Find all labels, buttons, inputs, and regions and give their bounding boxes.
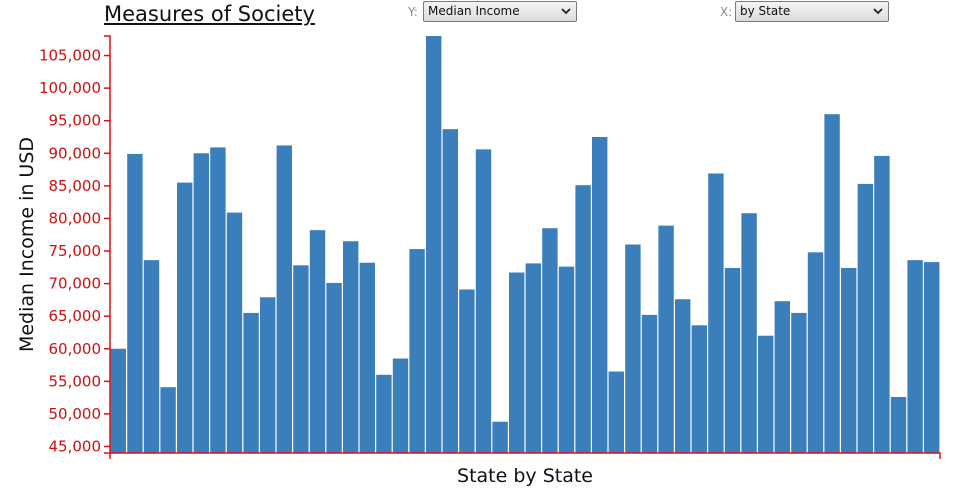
chevron-down-icon xyxy=(873,8,883,15)
y-tick-label: 100,000 xyxy=(39,79,101,97)
bar xyxy=(841,267,857,453)
chevron-down-icon xyxy=(561,8,571,15)
bar xyxy=(691,325,707,453)
bar xyxy=(824,114,840,453)
bar xyxy=(475,149,492,453)
bar xyxy=(791,312,807,453)
bar xyxy=(857,183,873,453)
page-title: Measures of Society xyxy=(104,2,315,26)
bar xyxy=(442,129,458,454)
x-grouping-value: by State xyxy=(740,4,791,18)
bar xyxy=(658,225,674,453)
bar xyxy=(608,371,624,453)
y-tick-label: 55,000 xyxy=(49,372,102,390)
bar xyxy=(558,266,575,453)
bar xyxy=(575,185,591,453)
bar xyxy=(924,262,940,453)
bar xyxy=(343,241,359,453)
bar xyxy=(890,396,907,453)
y-tick-label: 60,000 xyxy=(49,340,102,358)
y-tick-label: 50,000 xyxy=(49,405,102,423)
bar xyxy=(326,282,342,453)
bar xyxy=(210,147,226,454)
bar xyxy=(724,267,741,453)
y-tick-label: 45,000 xyxy=(49,437,102,455)
bar xyxy=(110,348,126,453)
bar xyxy=(625,244,641,453)
bar xyxy=(276,145,292,453)
bar xyxy=(127,153,143,453)
y-tick-label: 85,000 xyxy=(49,177,102,195)
x-axis-title: State by State xyxy=(457,465,593,487)
bar xyxy=(243,312,259,453)
x-selector-label: X: xyxy=(720,5,733,19)
y-tick-label: 95,000 xyxy=(49,112,102,130)
bar xyxy=(907,260,923,453)
bar xyxy=(492,421,508,453)
bar xyxy=(459,289,475,453)
bar-series xyxy=(110,36,940,454)
bar xyxy=(525,263,541,453)
x-axis-line xyxy=(109,452,941,459)
bar xyxy=(426,36,442,453)
y-selector-label: Y: xyxy=(408,5,418,19)
bar xyxy=(592,136,608,454)
y-tick-label: 75,000 xyxy=(49,242,102,260)
y-measure-select[interactable]: Median Income xyxy=(423,1,577,22)
bar xyxy=(509,272,525,453)
x-axis xyxy=(109,452,941,459)
y-axis-title: Median Income in USD xyxy=(16,137,38,352)
bar xyxy=(260,297,276,453)
bar xyxy=(758,335,774,453)
bar xyxy=(177,182,193,453)
bar xyxy=(293,265,309,453)
bar xyxy=(359,262,375,453)
bar xyxy=(392,358,409,453)
bar xyxy=(193,153,209,453)
bar xyxy=(774,301,790,453)
bar xyxy=(409,249,425,453)
y-tick-label: 65,000 xyxy=(49,307,102,325)
y-tick-label: 105,000 xyxy=(39,47,101,65)
bar xyxy=(309,230,326,453)
bar xyxy=(708,173,724,454)
y-axis: 45,000 50,000 55,000 60,000 65,000 70,000 75,0… xyxy=(39,35,111,455)
y-tick-label: 70,000 xyxy=(49,275,102,293)
bar xyxy=(641,314,658,453)
bar xyxy=(160,387,176,453)
bar xyxy=(675,299,691,453)
y-measure-value: Median Income xyxy=(428,4,520,18)
bar xyxy=(807,252,824,453)
bar xyxy=(143,260,160,453)
bar xyxy=(226,212,243,453)
bar xyxy=(542,228,558,453)
y-tick-label: 80,000 xyxy=(49,209,102,227)
bar xyxy=(741,213,757,453)
bar xyxy=(376,374,392,453)
x-grouping-select[interactable]: by State xyxy=(735,1,889,22)
y-axis-line xyxy=(104,35,111,454)
y-tick-label: 90,000 xyxy=(49,144,102,162)
bar xyxy=(874,155,890,453)
